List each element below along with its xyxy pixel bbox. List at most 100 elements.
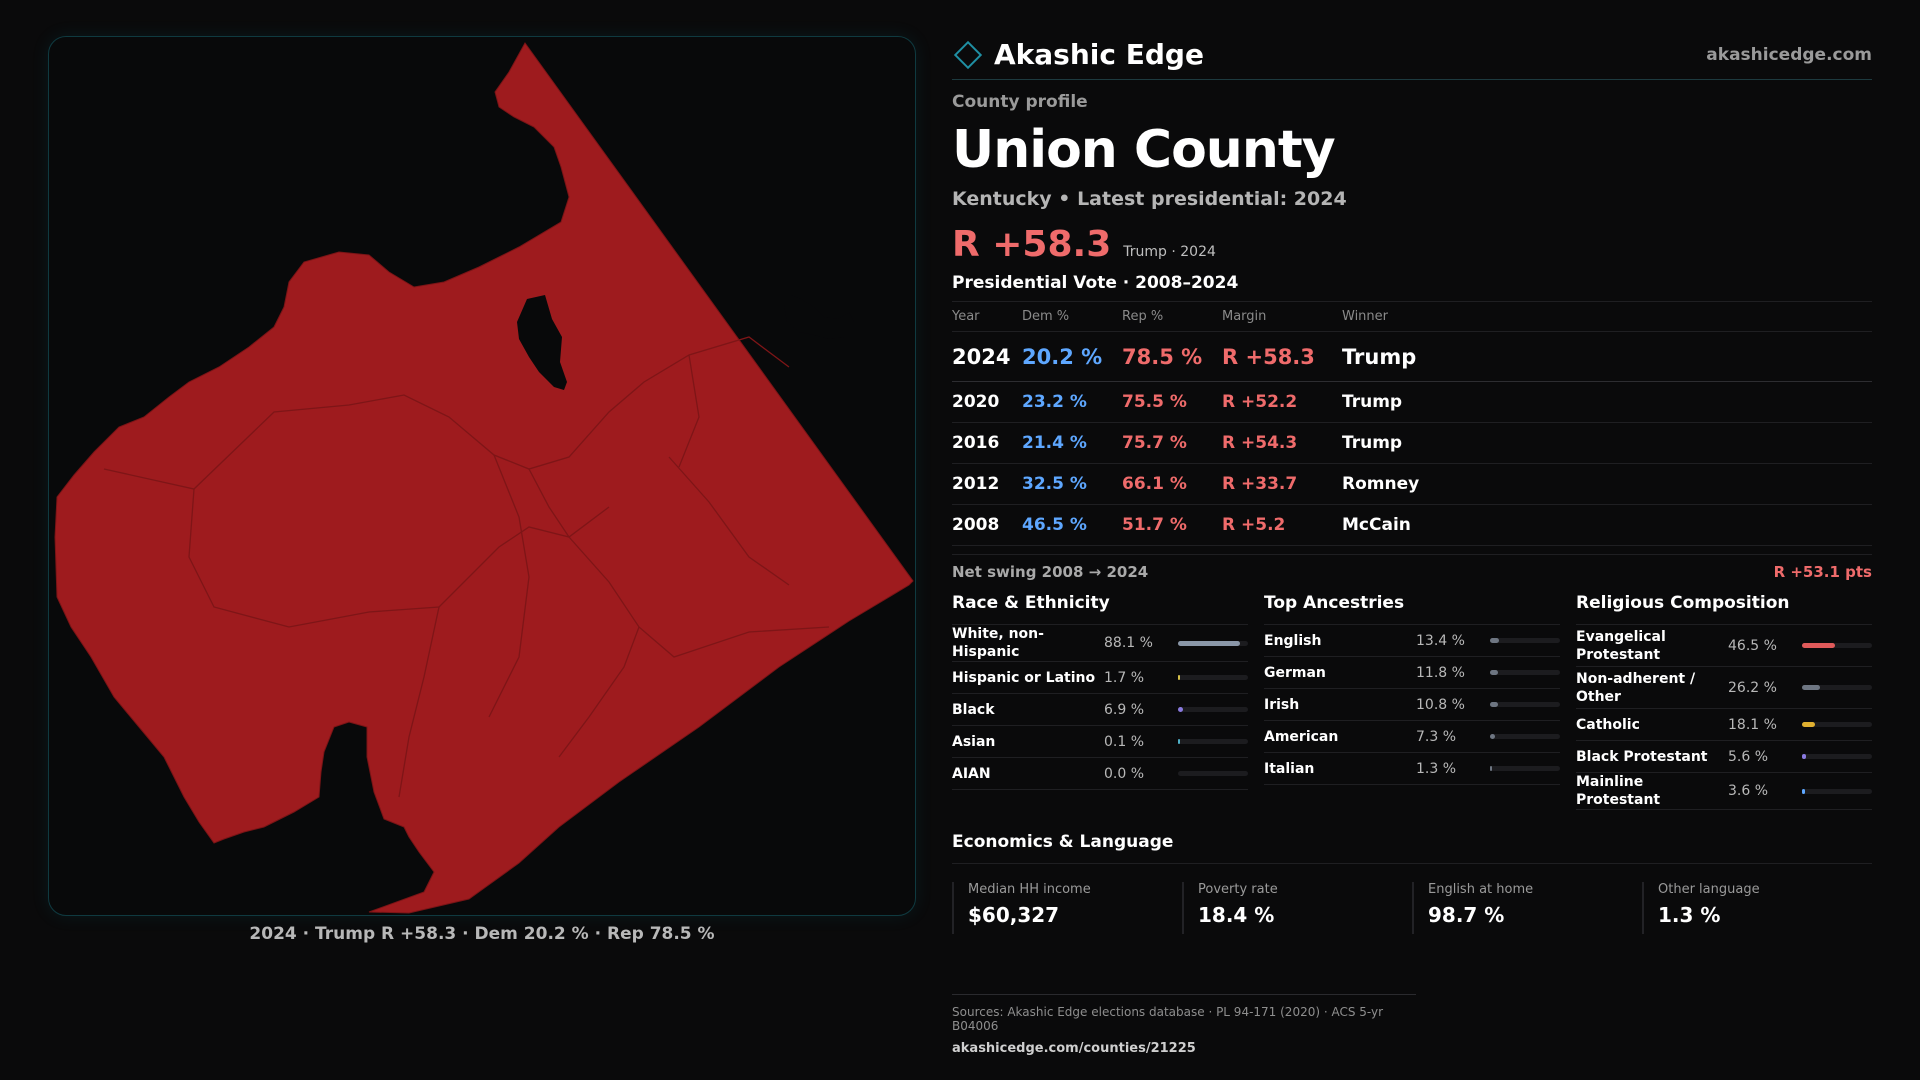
list-item: White, non-Hispanic 88.1 %	[952, 625, 1248, 662]
brand-header: Akashic Edge akashicedge.com	[952, 36, 1872, 80]
table-row[interactable]: 2008 46.5 % 51.7 % R +5.2 McCain	[952, 504, 1872, 546]
ancestries-title: Top Ancestries	[1264, 593, 1560, 625]
cell-year: 2024	[952, 331, 1022, 382]
county-subtitle: Kentucky • Latest presidential: 2024	[952, 188, 1347, 210]
list-item: AIAN 0.0 %	[952, 758, 1248, 790]
demo-bar-fill	[1490, 702, 1498, 707]
econ-label: English at home	[1428, 882, 1534, 897]
demo-value: 3.6 %	[1728, 783, 1769, 799]
econ-card-income: Median HH income $60,327	[952, 882, 1182, 934]
demo-bar-fill	[1802, 685, 1821, 690]
cell-rep: 78.5 %	[1122, 331, 1222, 382]
list-item: Catholic 18.1 %	[1576, 709, 1872, 741]
brand-name: Akashic Edge	[994, 38, 1204, 71]
sources-footer: Sources: Akashic Edge elections database…	[952, 994, 1416, 1056]
demo-value: 1.3 %	[1416, 760, 1457, 777]
demo-value: 46.5 %	[1728, 637, 1777, 654]
county-map[interactable]	[49, 37, 916, 916]
demo-bar	[1490, 766, 1560, 771]
race-ethnicity-title: Race & Ethnicity	[952, 593, 1248, 625]
sources-text: Sources: Akashic Edge elections database…	[952, 1005, 1384, 1033]
demo-bar	[1490, 734, 1560, 739]
cell-year: 2016	[952, 422, 1022, 464]
presidential-vote-table: Year Dem % Rep % Margin Winner 2024 20.2…	[952, 301, 1872, 546]
demo-bar-fill	[1178, 707, 1183, 712]
econ-card-poverty: Poverty rate 18.4 %	[1182, 882, 1412, 934]
county-profile-panel: Akashic Edge akashicedge.com County prof…	[952, 36, 1872, 934]
list-item: Mainline Protestant 3.6 %	[1576, 773, 1872, 810]
cell-winner: Trump	[1342, 422, 1872, 464]
col-header-dem: Dem %	[1022, 301, 1122, 332]
col-header-year: Year	[952, 301, 1022, 332]
list-item: Black 6.9 %	[952, 694, 1248, 726]
table-header-row: Year Dem % Rep % Margin Winner	[952, 301, 1872, 332]
demo-label: Irish	[1264, 696, 1300, 713]
net-swing-row: Net swing 2008 → 2024 R +53.1 pts	[952, 554, 1872, 581]
cell-dem: 46.5 %	[1022, 504, 1122, 546]
econ-label: Median HH income	[968, 882, 1091, 897]
demo-bar-fill	[1802, 643, 1835, 648]
demo-label: Black Protestant	[1576, 748, 1708, 765]
econ-value: 1.3 %	[1658, 903, 1721, 927]
demo-bar-fill	[1802, 722, 1815, 727]
list-item: German 11.8 %	[1264, 657, 1560, 689]
brand[interactable]: Akashic Edge	[952, 38, 1204, 71]
econ-value: $60,327	[968, 903, 1060, 927]
table-row[interactable]: 2012 32.5 % 66.1 % R +33.7 Romney	[952, 463, 1872, 505]
cell-margin: R +58.3	[1222, 331, 1342, 382]
demo-bar	[1490, 670, 1560, 675]
brand-url[interactable]: akashicedge.com	[1706, 44, 1872, 65]
econ-card-other-language: Other language 1.3 %	[1642, 882, 1872, 934]
cell-year: 2012	[952, 463, 1022, 505]
demo-label: German	[1264, 664, 1326, 681]
list-item: American 7.3 %	[1264, 721, 1560, 753]
econ-value: 98.7 %	[1428, 903, 1505, 927]
list-item: Italian 1.3 %	[1264, 753, 1560, 785]
list-item: Evangelical Protestant 46.5 %	[1576, 625, 1872, 667]
demo-bar-fill	[1178, 739, 1180, 744]
demo-value: 0.1 %	[1104, 733, 1145, 750]
race-ethnicity-section: Race & Ethnicity White, non-Hispanic 88.…	[952, 593, 1248, 810]
cell-winner: Romney	[1342, 463, 1872, 505]
cell-margin: R +54.3	[1222, 422, 1342, 464]
table-row[interactable]: 2016 21.4 % 75.7 % R +54.3 Trump	[952, 422, 1872, 464]
map-caption: 2024 · Trump R +58.3 · Dem 20.2 % · Rep …	[249, 924, 715, 944]
demo-value: 1.7 %	[1104, 669, 1145, 686]
economics-grid: Median HH income $60,327 Poverty rate 18…	[952, 882, 1872, 934]
cell-winner: McCain	[1342, 504, 1872, 546]
table-row[interactable]: 2020 23.2 % 75.5 % R +52.2 Trump	[952, 381, 1872, 423]
demo-bar-fill	[1802, 788, 1805, 794]
cell-margin: R +33.7	[1222, 463, 1342, 505]
religion-title: Religious Composition	[1576, 593, 1872, 625]
demo-label: AIAN	[952, 765, 991, 782]
demo-label: English	[1264, 632, 1322, 649]
demo-bar	[1490, 638, 1560, 643]
county-shape[interactable]	[54, 42, 914, 914]
list-item: Non-adherent / Other 26.2 %	[1576, 667, 1872, 709]
list-item: English 13.4 %	[1264, 625, 1560, 657]
page-title: Union County	[952, 120, 1336, 180]
demo-value: 13.4 %	[1416, 632, 1465, 649]
demo-bar	[1178, 640, 1248, 646]
demo-bar	[1490, 702, 1560, 707]
net-swing-value: R +53.1 pts	[1773, 563, 1872, 581]
cell-year: 2020	[952, 381, 1022, 423]
cell-dem: 20.2 %	[1022, 331, 1122, 382]
demo-value: 88.1 %	[1104, 635, 1153, 651]
demo-bar	[1178, 707, 1248, 712]
demo-bar-fill	[1178, 675, 1180, 680]
presidential-vote-title: Presidential Vote · 2008–2024	[952, 273, 1239, 293]
river-notch	[784, 295, 854, 339]
cell-year: 2008	[952, 504, 1022, 546]
table-row[interactable]: 2024 20.2 % 78.5 % R +58.3 Trump	[952, 331, 1872, 382]
demo-label: Evangelical Protestant	[1576, 628, 1666, 663]
demo-value: 10.8 %	[1416, 696, 1465, 713]
demo-value: 11.8 %	[1416, 664, 1465, 681]
county-map-panel	[48, 36, 916, 916]
demo-label: Black	[952, 701, 995, 718]
demo-bar	[1178, 771, 1248, 776]
sources-link[interactable]: akashicedge.com/counties/21225	[952, 1041, 1196, 1056]
demographics-grid: Race & Ethnicity White, non-Hispanic 88.…	[952, 593, 1872, 810]
col-header-winner: Winner	[1342, 301, 1872, 332]
headline-margin: R +58.3 Trump · 2024	[952, 224, 1872, 265]
